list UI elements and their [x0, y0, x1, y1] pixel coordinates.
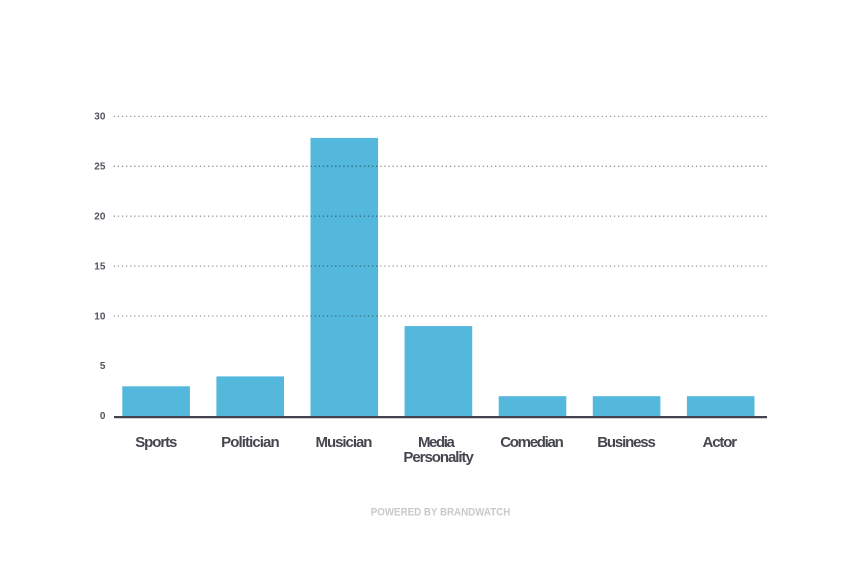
svg-text:Business: Business — [597, 434, 656, 451]
svg-text:30: 30 — [94, 112, 106, 123]
svg-text:Actor: Actor — [703, 434, 738, 451]
svg-text:15: 15 — [94, 261, 106, 272]
svg-text:Personality: Personality — [403, 449, 474, 466]
svg-text:Sports: Sports — [135, 434, 177, 451]
svg-text:Politician: Politician — [221, 434, 280, 451]
svg-text:20: 20 — [94, 212, 106, 223]
svg-text:10: 10 — [94, 311, 106, 322]
svg-text:0: 0 — [100, 411, 106, 422]
svg-text:Musician: Musician — [316, 434, 373, 451]
svg-text:Comedian: Comedian — [500, 434, 564, 451]
svg-text:25: 25 — [94, 162, 106, 173]
svg-text:5: 5 — [100, 361, 106, 372]
svg-text:Media: Media — [418, 434, 456, 451]
svg-text:POWERED BY BRANDWATCH: POWERED BY BRANDWATCH — [371, 507, 511, 519]
